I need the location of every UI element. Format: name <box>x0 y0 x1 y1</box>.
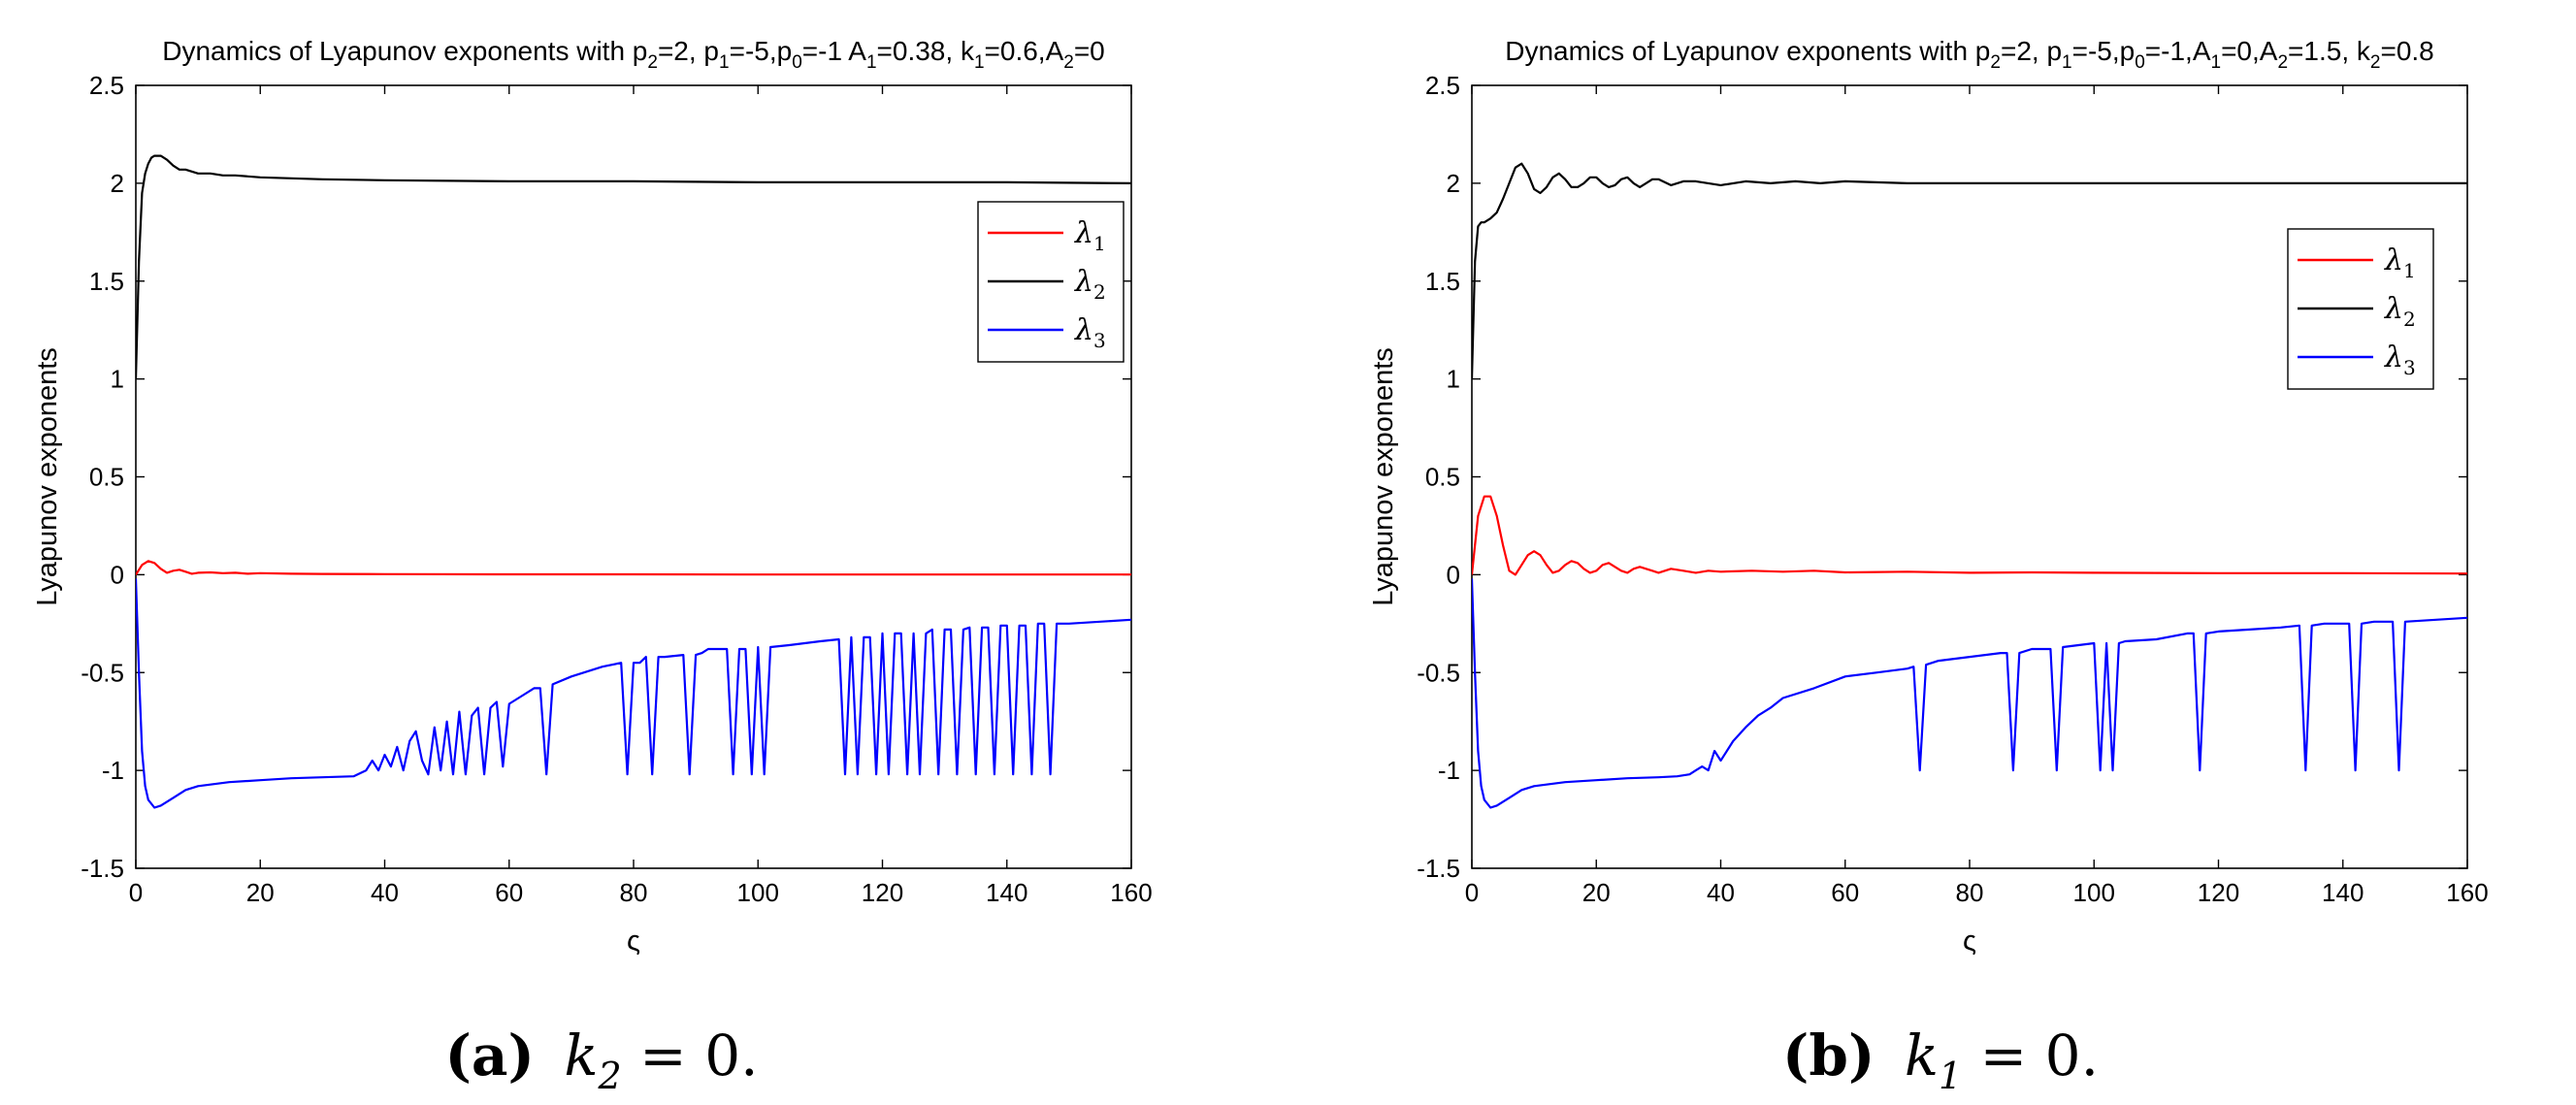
chart-title-part: 2 <box>1063 52 1074 73</box>
x-tick-label: 160 <box>1110 878 1152 907</box>
caption-b: (b) k1 = 0. <box>1782 1023 2099 1097</box>
series-line-λ1 <box>136 560 1131 576</box>
series-line-λ2 <box>136 154 1131 379</box>
chart-title-part: 2 <box>647 52 658 73</box>
y-tick-label: 1 <box>1447 365 1460 394</box>
caption-b-label: (b) <box>1782 1023 1875 1089</box>
chart-title-part: 1 <box>719 52 730 73</box>
chart-title-part: 2 <box>2370 52 2381 73</box>
series-line-λ3 <box>1472 578 2467 809</box>
y-axis-label: Lyapunov exponents <box>1368 347 1399 606</box>
x-tick-label: 40 <box>371 878 399 907</box>
caption-a-sub: 2 <box>598 1055 622 1097</box>
y-tick-label: 0 <box>111 560 124 589</box>
caption-a-var: k <box>564 1023 598 1089</box>
legend-entry-λ1: λ1 <box>2384 244 2416 282</box>
chart-title-part: 1 <box>974 52 985 73</box>
chart-title-part: =2, p <box>658 36 719 66</box>
series-group <box>136 154 1131 809</box>
caption-b-var: k <box>1905 1023 1939 1089</box>
legend-entry-λ2: λ2 <box>1074 265 1106 304</box>
x-tick-label: 40 <box>1707 878 1735 907</box>
y-tick-label: -0.5 <box>81 658 124 687</box>
y-tick-label: -1 <box>102 756 124 785</box>
legend: λ1 λ2 λ3 <box>2287 228 2434 390</box>
series-line-λ2 <box>1472 162 2467 379</box>
chart-title-part: =0.6,A <box>985 36 1064 66</box>
chart-title-part: Dynamics of Lyapunov exponents with p <box>1505 36 1990 66</box>
chart-title-part: =0.38, k <box>877 36 975 66</box>
chart-title-part: 0 <box>2135 52 2145 73</box>
caption-a-rest: = 0. <box>622 1023 759 1089</box>
chart-title-part: 1 <box>2062 52 2072 73</box>
x-tick-label: 120 <box>2198 878 2239 907</box>
x-tick-label: 20 <box>246 878 275 907</box>
y-tick-label: -1 <box>1438 756 1460 785</box>
y-tick-label: 2 <box>1447 169 1460 198</box>
legend: λ1 λ2 λ3 <box>977 201 1125 363</box>
y-tick-label: 1.5 <box>1425 267 1460 296</box>
chart-title-part: 2 <box>1990 52 2001 73</box>
legend-entry-λ2: λ2 <box>2384 292 2416 331</box>
chart-title-part: =-1,A <box>2145 36 2211 66</box>
series-group <box>1472 162 2467 809</box>
chart-title-part: =0,A <box>2221 36 2278 66</box>
y-tick-label: 1 <box>111 365 124 394</box>
chart-title-part: =1.5, k <box>2288 36 2371 66</box>
legend-entry-λ3: λ3 <box>1074 313 1106 352</box>
x-tick-label: 60 <box>1831 878 1859 907</box>
x-tick-label: 60 <box>495 878 523 907</box>
caption-a: (a) k2 = 0. <box>444 1023 758 1097</box>
chart-title: Dynamics of Lyapunov exponents with p2=2… <box>162 36 1105 73</box>
y-tick-label: 0.5 <box>1425 463 1460 492</box>
y-tick-label: 0.5 <box>89 463 124 492</box>
legend-entry-λ3: λ3 <box>2384 341 2416 379</box>
x-axis-label: ς <box>1963 926 1976 957</box>
y-tick-label: 2.5 <box>89 71 124 100</box>
chart-title-part: 1 <box>866 52 877 73</box>
x-tick-label: 80 <box>1956 878 1984 907</box>
caption-b-sub: 1 <box>1939 1055 1962 1097</box>
y-tick-label: -1.5 <box>1417 854 1460 883</box>
legend-entry-λ1: λ1 <box>1074 216 1106 255</box>
x-tick-label: 140 <box>2322 878 2364 907</box>
y-tick-label: -1.5 <box>81 854 124 883</box>
plot-frame <box>1471 84 2468 869</box>
chart-title: Dynamics of Lyapunov exponents with p2=2… <box>1505 36 2434 73</box>
x-axis-label: ς <box>627 926 640 957</box>
y-axis-label: Lyapunov exponents <box>32 347 63 606</box>
y-tick-label: 2 <box>111 169 124 198</box>
y-tick-label: -0.5 <box>1417 658 1460 687</box>
x-tick-label: 20 <box>1582 878 1611 907</box>
y-tick-label: 1.5 <box>89 267 124 296</box>
series-line-λ1 <box>1472 495 2467 576</box>
series-line-λ3 <box>136 578 1131 809</box>
x-tick-label: 100 <box>737 878 779 907</box>
x-tick-label: 120 <box>862 878 903 907</box>
y-tick-label: 0 <box>1447 560 1460 589</box>
chart-title-part: =-5,p <box>730 36 793 66</box>
chart-panel-a: 0 20 40 60 80 100 120 140 160-1.5-1-0.500.511.52… <box>32 36 1153 957</box>
x-tick-label: 100 <box>2073 878 2115 907</box>
chart-title-part: =0 <box>1074 36 1105 66</box>
x-tick-label: 140 <box>986 878 1027 907</box>
caption-a-label: (a) <box>444 1023 534 1089</box>
x-tick-label: 0 <box>1465 878 1479 907</box>
caption-b-rest: = 0. <box>1962 1023 2099 1089</box>
x-tick-label: 80 <box>620 878 648 907</box>
chart-title-part: =-5,p <box>2072 36 2136 66</box>
chart-title-part: 2 <box>2277 52 2288 73</box>
chart-title-part: 1 <box>2211 52 2222 73</box>
chart-panel-b: 0 20 40 60 80 100 120 140 160-1.5-1-0.500.511.52… <box>1368 36 2489 957</box>
x-tick-label: 160 <box>2446 878 2488 907</box>
chart-title-part: Dynamics of Lyapunov exponents with p <box>162 36 647 66</box>
y-tick-label: 2.5 <box>1425 71 1460 100</box>
chart-title-part: =-1 A <box>802 36 866 66</box>
chart-title-part: 0 <box>792 52 802 73</box>
chart-title-part: =0.8 <box>2380 36 2433 66</box>
x-tick-label: 0 <box>129 878 143 907</box>
chart-title-part: =2, p <box>2001 36 2062 66</box>
